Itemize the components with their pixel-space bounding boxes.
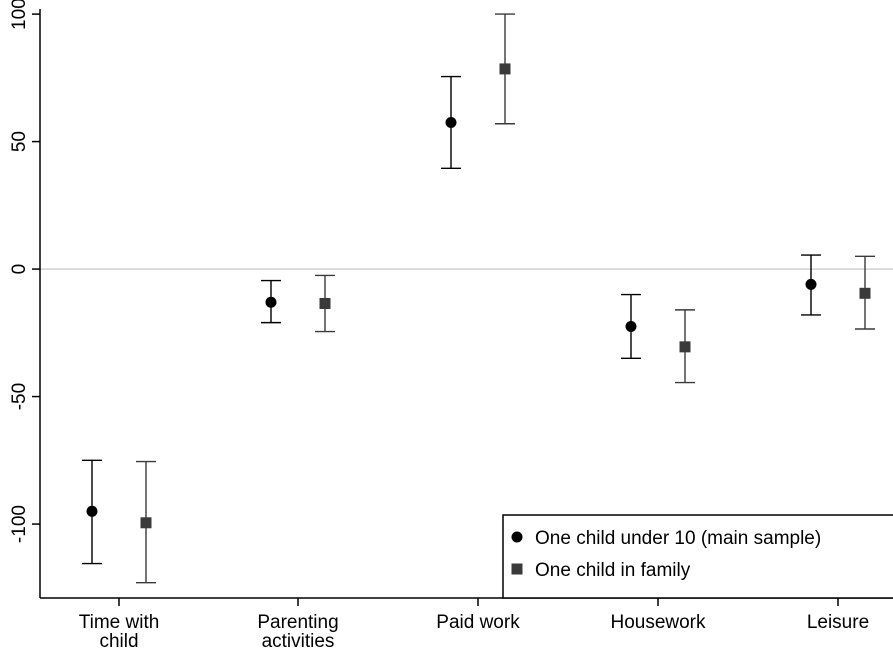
y-axis: -100 -50 0 50 100 [9, 0, 41, 598]
legend-marker-circle [511, 531, 523, 543]
y-tick-label: 50 [9, 131, 30, 152]
legend-marker-square [511, 563, 523, 575]
y-tick-label: 100 [9, 0, 30, 30]
point-square [319, 298, 331, 309]
point-square [499, 63, 511, 75]
legend-box [502, 514, 893, 599]
legend-label: One child under 10 (main sample) [535, 528, 821, 549]
x-category-label: Housework [610, 612, 706, 633]
y-tick-label: 0 [9, 264, 30, 275]
x-category-label: Leisure [807, 612, 869, 633]
y-tick-label: -100 [9, 505, 30, 543]
x-category-label: Time with child [79, 612, 160, 652]
data-marks [82, 13, 875, 584]
legend: One child under 10 (main sample) One chil… [502, 514, 893, 599]
point-square [859, 287, 871, 299]
point-square [679, 341, 691, 353]
point-circle [625, 320, 637, 332]
point-circle [86, 505, 98, 517]
point-square [140, 517, 152, 529]
point-circle [805, 278, 817, 290]
x-category-label: Parenting activities [257, 612, 338, 652]
x-category-label: Paid work [436, 612, 520, 633]
legend-label: One child in family [535, 560, 691, 581]
point-circle [265, 296, 277, 308]
point-circle [445, 116, 457, 128]
x-axis: Time with child Parenting activities Paid wo… [40, 597, 893, 652]
y-tick-label: -50 [9, 383, 30, 410]
